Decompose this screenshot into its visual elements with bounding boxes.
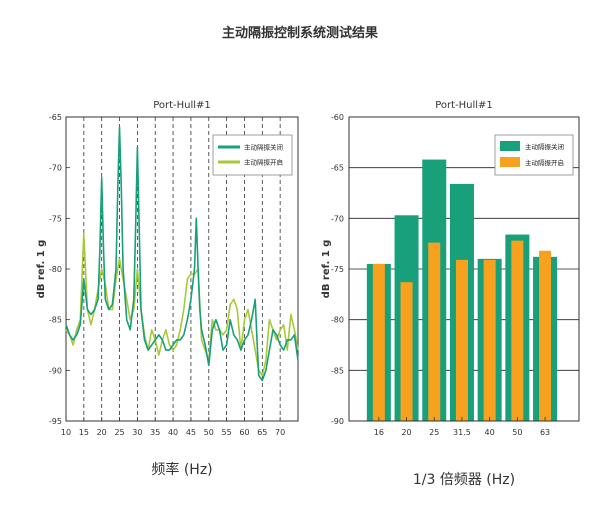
x-tick-label: 15: [79, 428, 89, 437]
line-chart-y-ticks: -65 -70 -75 -80 -85 -90 -95: [49, 113, 70, 426]
bar-chart-bars: [366, 159, 558, 421]
bar-chart-title: Port-Hull#1: [435, 100, 493, 111]
x-tick-label: 30: [132, 428, 142, 437]
x-tick-label: 16: [374, 428, 384, 437]
bar-on: [511, 240, 524, 421]
y-tick-label: -80: [331, 316, 344, 325]
x-tick-label: 60: [239, 428, 249, 437]
legend-swatch-off: [500, 141, 520, 151]
x-tick-label: 50: [512, 428, 522, 437]
line-chart: 10 15 20 25 30 35 40 45 50 55 60 65 70 -65-70-75-80-…: [36, 100, 299, 478]
bar-on: [372, 263, 385, 421]
line-chart-x-ticks: 10 15 20 25 30 35 40 45 50 55 60 65 70: [61, 417, 285, 437]
bar-chart-legend: 主动隔振关闭 主动隔振开启: [494, 134, 574, 176]
y-tick-label: -85: [49, 316, 62, 325]
y-tick-label: -85: [331, 366, 344, 375]
y-tick-label: -60: [331, 113, 344, 122]
x-tick-label: 55: [222, 428, 232, 437]
line-chart-x-axis-label: 频率 (Hz): [151, 461, 212, 478]
line-chart-y-axis-label: dB ref. 1 g: [36, 240, 47, 299]
x-tick-label: 10: [61, 428, 71, 437]
x-tick-label: 20: [401, 428, 411, 437]
y-tick-label: -90: [49, 366, 62, 375]
y-tick-label: -75: [331, 265, 344, 274]
legend-label-off: 主动隔振关闭: [244, 143, 283, 152]
y-tick-label: -65: [49, 113, 62, 122]
x-tick-label: 50: [204, 428, 214, 437]
y-tick-label: -75: [49, 214, 62, 223]
y-tick-label: -70: [331, 214, 344, 223]
line-chart-legend-box: [212, 134, 293, 176]
bar-on: [483, 259, 496, 421]
x-tick-label: 70: [275, 428, 285, 437]
line-chart-series: [65, 126, 299, 382]
x-tick-label: 40: [168, 428, 178, 437]
x-tick-label: 20: [97, 428, 107, 437]
x-tick-label: 65: [257, 428, 267, 437]
y-tick-label: -70: [49, 164, 62, 173]
bar-chart-frame: [348, 116, 580, 422]
bar-on: [539, 250, 552, 421]
bar-chart: 16 20 25 31.5 40 50 63 -60 -65 -70 -75 -80 -85 -90 P…: [321, 100, 580, 488]
x-tick-label: 35: [150, 428, 160, 437]
line-chart-title: Port-Hull#1: [153, 100, 211, 111]
line-chart-legend: 主动隔振关闭 主动隔振开启: [212, 134, 293, 176]
legend-label-off: 主动隔振关闭: [525, 142, 564, 151]
bar-chart-y-axis-label: dB ref. 1 g: [321, 240, 332, 299]
series-line-off: [65, 126, 299, 382]
x-tick-label: 63: [540, 428, 550, 437]
bar-on: [455, 259, 468, 421]
x-tick-label: 45: [186, 428, 196, 437]
y-tick-label: -65: [331, 164, 344, 173]
x-tick-label: 31.5: [453, 428, 471, 437]
bar-chart-x-axis-label: 1/3 倍频器 (Hz): [413, 472, 515, 488]
legend-label-on: 主动隔振开启: [525, 158, 564, 167]
y-tick-label: -90: [331, 417, 344, 426]
legend-swatch-on: [500, 157, 520, 167]
bar-on: [428, 242, 441, 421]
bar-chart-x-ticks: 16 20 25 31.5 40 50 63: [374, 417, 550, 437]
y-tick-label: -80: [49, 265, 62, 274]
figure-title: 主动隔振控制系统测试结果: [221, 26, 378, 41]
y-tick-label: -95: [49, 417, 62, 426]
x-tick-label: 40: [485, 428, 495, 437]
x-tick-label: 25: [114, 428, 124, 437]
x-tick-label: 25: [429, 428, 439, 437]
bar-chart-y-ticks: -60 -65 -70 -75 -80 -85 -90: [331, 113, 344, 426]
legend-label-on: 主动隔振开启: [244, 158, 283, 167]
bar-on: [400, 282, 413, 421]
